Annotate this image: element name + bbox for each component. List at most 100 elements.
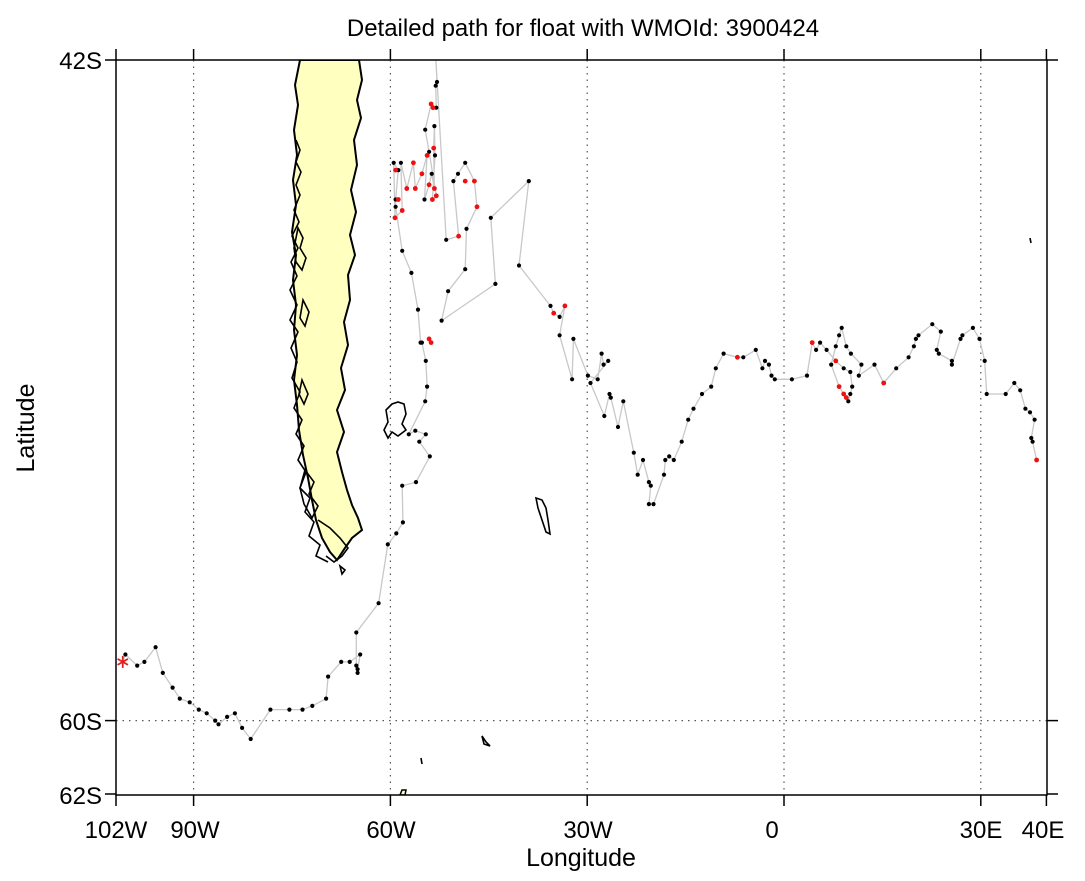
track-point xyxy=(846,399,851,404)
flagged-point xyxy=(843,395,849,400)
track-point xyxy=(406,432,411,437)
flagged-point xyxy=(456,233,461,239)
track-point xyxy=(394,531,399,536)
track-point xyxy=(906,355,911,360)
track-point xyxy=(427,454,432,459)
flagged-point xyxy=(426,182,432,188)
track-point xyxy=(977,336,982,341)
track-point xyxy=(177,696,182,701)
track-point xyxy=(423,358,428,363)
track-point xyxy=(434,54,438,58)
flagged-point xyxy=(430,105,436,111)
flagged-point xyxy=(411,160,416,166)
track-point xyxy=(648,483,653,488)
track-point xyxy=(196,707,201,712)
chile-islands-4 xyxy=(299,468,319,520)
track-point xyxy=(595,377,600,382)
track-point xyxy=(769,373,774,378)
track-point xyxy=(153,645,158,650)
track-point xyxy=(1029,435,1034,441)
flagged-point xyxy=(462,178,468,184)
track-point xyxy=(608,395,613,400)
gridlines xyxy=(116,60,1047,795)
flagged-point xyxy=(472,178,477,184)
track-point xyxy=(571,336,576,341)
track-point xyxy=(326,674,331,679)
track-point xyxy=(355,667,360,672)
south-shetland-speck xyxy=(420,757,423,765)
track-point xyxy=(451,179,456,184)
flagged-point xyxy=(430,197,435,202)
tierra-del-fuego-coast xyxy=(317,519,350,563)
track-point xyxy=(772,377,777,382)
track-point xyxy=(455,171,461,176)
track-point xyxy=(646,502,652,507)
track-point xyxy=(651,502,656,507)
track-point xyxy=(984,391,989,397)
track-point xyxy=(354,663,359,668)
track-point xyxy=(135,663,140,668)
track-point xyxy=(599,351,604,356)
chart-title: Detailed path for float with WMOId: 3900… xyxy=(347,15,819,42)
y-tick-label-42s: 42S xyxy=(59,48,102,75)
flagged-point xyxy=(809,340,815,345)
track-point xyxy=(916,333,921,338)
track-point xyxy=(423,127,428,132)
track-point xyxy=(300,707,305,712)
track-point xyxy=(170,685,175,690)
track-point xyxy=(385,542,390,547)
track-point xyxy=(949,362,955,367)
track-point xyxy=(741,355,746,360)
track-point xyxy=(557,314,562,319)
track-point xyxy=(516,263,522,268)
track-point xyxy=(400,248,405,253)
flagged-point xyxy=(428,101,434,107)
flagged-point xyxy=(399,208,405,213)
track-point xyxy=(358,652,363,657)
track-point xyxy=(635,472,640,477)
track-point xyxy=(240,725,245,731)
track-point xyxy=(434,105,439,110)
track-point xyxy=(400,483,405,488)
track-point xyxy=(713,366,718,371)
flagged-point xyxy=(881,380,887,386)
track-point xyxy=(1032,417,1037,422)
track-point xyxy=(602,413,607,419)
track-point xyxy=(856,373,861,378)
track-point xyxy=(1003,391,1008,397)
track-point xyxy=(848,369,853,375)
track-point xyxy=(464,226,469,231)
track-point xyxy=(393,204,398,209)
track-point xyxy=(949,358,955,363)
track-point xyxy=(355,670,360,676)
flagged-point xyxy=(412,186,418,191)
track-point xyxy=(446,289,451,294)
track-point xyxy=(225,714,230,720)
track-point xyxy=(804,373,810,378)
chile-islands-3 xyxy=(298,377,309,406)
track-point xyxy=(911,344,917,349)
start-asterisk-stroke xyxy=(117,658,129,666)
track-point xyxy=(160,670,165,676)
track-point xyxy=(982,358,987,363)
track-point xyxy=(1030,439,1035,444)
track-point xyxy=(818,340,823,345)
track-point xyxy=(671,457,676,463)
chile-islands-1 xyxy=(293,225,307,272)
track-point xyxy=(913,336,919,341)
falkland-islands xyxy=(383,401,408,440)
track-point xyxy=(839,325,844,330)
track-point xyxy=(934,347,939,352)
track-point xyxy=(439,318,444,323)
track-point xyxy=(841,366,846,371)
track-point xyxy=(679,439,684,444)
track-point xyxy=(753,347,758,352)
track-point xyxy=(268,707,273,712)
y-axis-title: Latitude xyxy=(12,384,40,473)
flagged-point xyxy=(1034,457,1039,463)
track-point xyxy=(601,362,606,367)
track-point xyxy=(621,399,626,404)
float-track-layer xyxy=(117,54,1039,742)
chile-islands-2 xyxy=(299,297,310,328)
